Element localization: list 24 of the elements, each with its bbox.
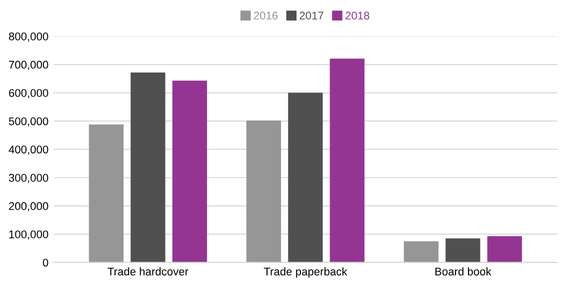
legend-label: 2016 [254,12,278,20]
bar [404,241,438,262]
y-tick-label: 0 [42,258,48,267]
bar [246,120,282,262]
y-tick-label: 200,000 [9,202,48,212]
y-tick-label: 100,000 [9,230,48,240]
y-tick-label: 600,000 [9,89,48,98]
x-tick-label: Board book [435,267,492,276]
bar [288,92,323,262]
bar [172,80,208,262]
legend-label: 2017 [300,12,324,20]
x-tick-label: Trade paperback [264,267,348,278]
bar [330,58,364,262]
bar [130,72,166,262]
y-tick-label: 800,000 [8,32,48,42]
legend-label: 2018 [346,12,370,20]
y-tick-label: 300,000 [8,174,48,184]
bar [88,124,124,262]
y-tick-label: 500,000 [8,117,48,127]
bar [487,236,522,262]
x-tick-label: Trade hardcover [108,267,188,276]
y-tick-label: 400,000 [8,146,48,155]
bar [446,238,480,262]
y-tick-label: 700,000 [9,60,48,70]
